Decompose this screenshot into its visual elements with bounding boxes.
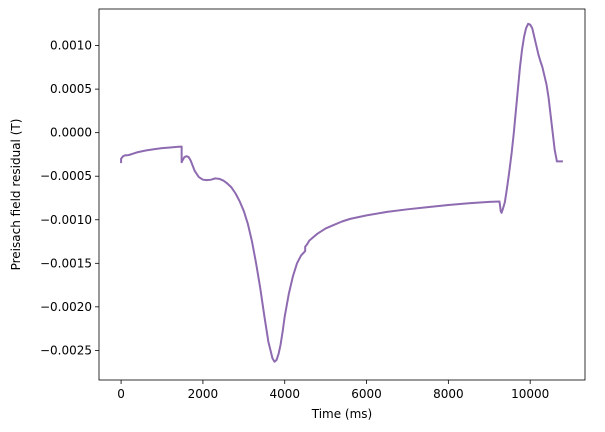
y-tick-label: −0.0015 bbox=[40, 256, 92, 270]
y-tick-label: −0.0025 bbox=[40, 343, 92, 357]
x-tick-label: 4000 bbox=[269, 387, 300, 401]
x-tick-label: 6000 bbox=[351, 387, 382, 401]
y-tick-label: 0.0005 bbox=[50, 82, 92, 96]
x-tick-label: 10000 bbox=[511, 387, 549, 401]
y-tick-label: 0.0000 bbox=[50, 126, 92, 140]
x-tick-label: 2000 bbox=[188, 387, 219, 401]
x-tick-label: 0 bbox=[117, 387, 125, 401]
axes-frame bbox=[98, 8, 586, 381]
y-axis-label: Preisach field residual (T) bbox=[9, 119, 23, 271]
x-axis: 0 2000 4000 6000 8000 10000 bbox=[117, 380, 549, 401]
x-axis-label: Time (ms) bbox=[311, 407, 373, 421]
y-tick-label: −0.0005 bbox=[40, 169, 92, 183]
y-tick-label: 0.0010 bbox=[50, 39, 92, 53]
y-tick-label: −0.0010 bbox=[40, 213, 92, 227]
x-tick-label: 8000 bbox=[433, 387, 464, 401]
series-line bbox=[120, 22, 563, 363]
y-tick-label: −0.0020 bbox=[40, 300, 92, 314]
plot-area bbox=[120, 22, 563, 363]
y-axis: 0.0010 0.0005 0.0000 −0.0005 −0.0010 −0.0015 −… bbox=[40, 39, 99, 357]
